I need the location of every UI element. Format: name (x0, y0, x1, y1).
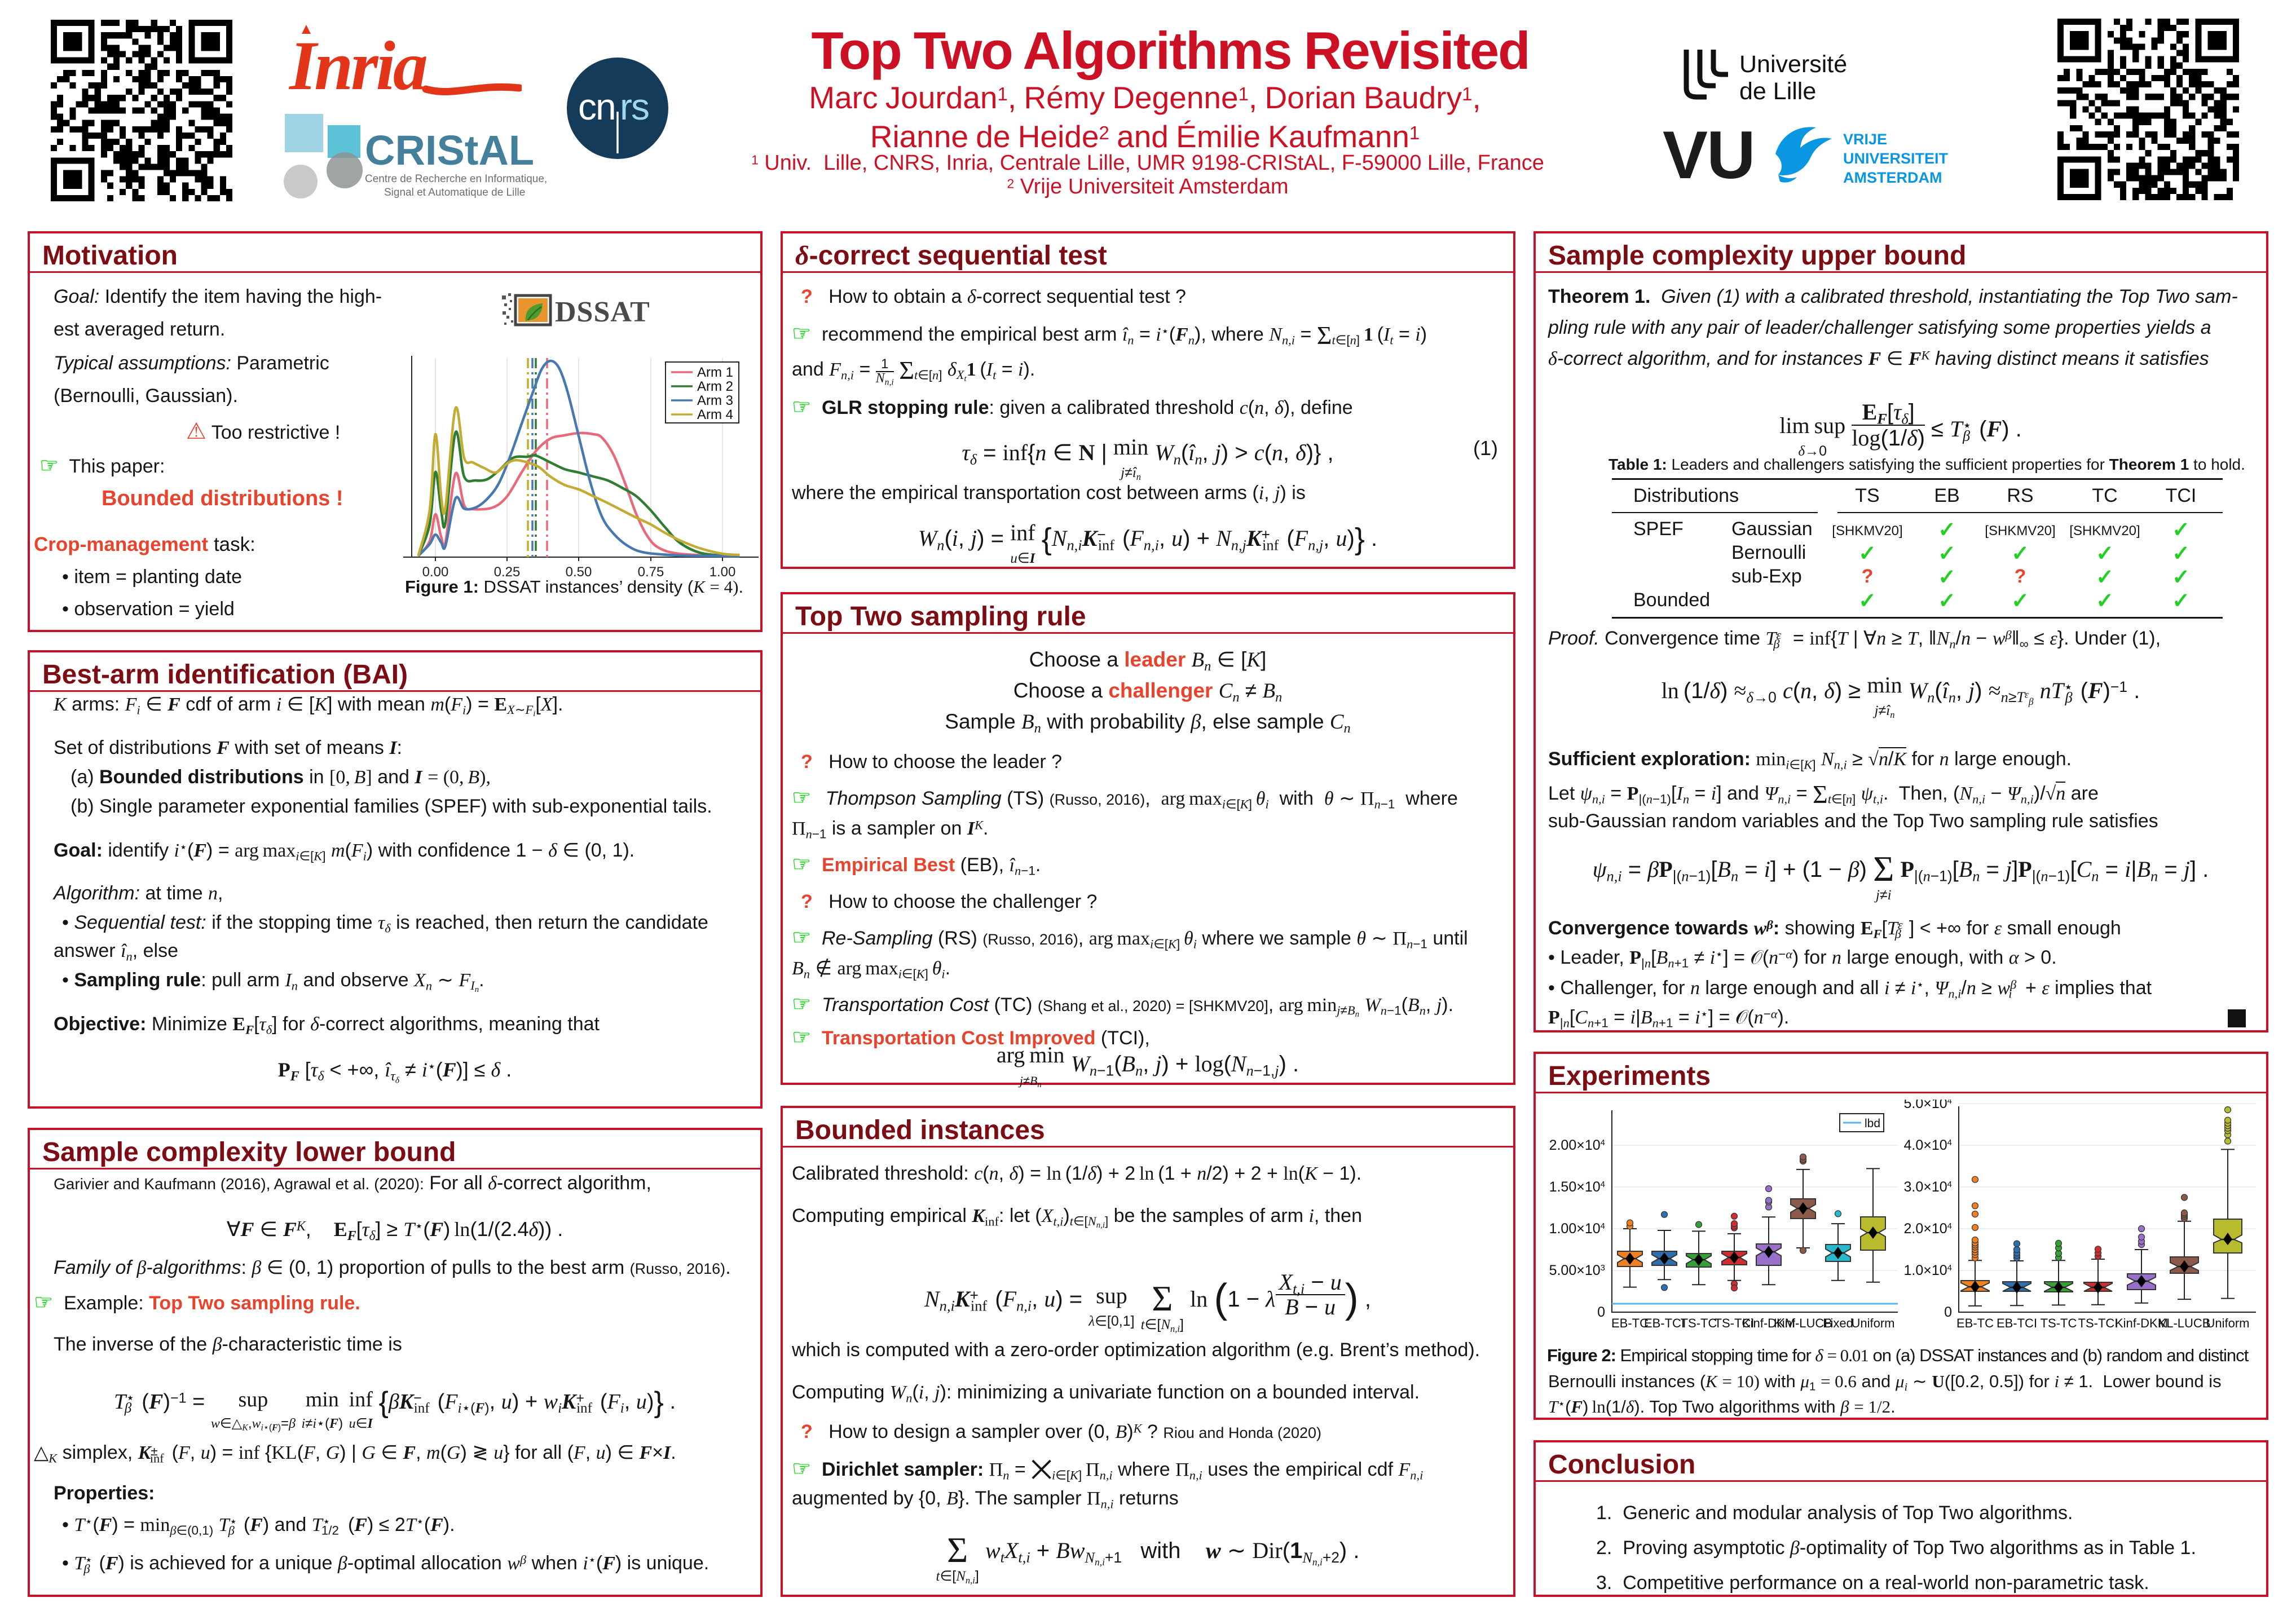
svg-text:TS-TC: TS-TC (2041, 1316, 2077, 1330)
svg-text:1.00: 1.00 (709, 564, 736, 580)
svg-text:Kinf-DKM: Kinf-DKM (1742, 1316, 1795, 1330)
svg-text:5.0×104: 5.0×104 (1903, 1100, 1952, 1111)
svg-text:1.0×104: 1.0×104 (1903, 1263, 1952, 1278)
svg-text:Kinf-LUCB: Kinf-LUCB (1774, 1316, 1832, 1330)
svg-text:Université: Université (1739, 51, 1847, 78)
svg-text:TS-TCI: TS-TCI (1715, 1316, 1755, 1330)
svg-text:0.50: 0.50 (566, 564, 592, 580)
svg-text:KL-LUCB: KL-LUCB (2158, 1316, 2211, 1330)
svg-text:TS-TC: TS-TC (1681, 1316, 1717, 1330)
svg-text:VRIJE: VRIJE (1843, 131, 1887, 148)
svg-text:Arm 1: Arm 1 (697, 365, 733, 380)
svg-text:lbd: lbd (1865, 1117, 1880, 1130)
svg-text:cn: cn (578, 86, 615, 127)
svg-text:0.00: 0.00 (422, 564, 449, 580)
svg-text:Inria: Inria (288, 27, 427, 104)
svg-text:EB-TC: EB-TC (1611, 1316, 1649, 1330)
svg-text:UNIVERSITEIT: UNIVERSITEIT (1843, 150, 1949, 167)
svg-text:DSSAT: DSSAT (555, 296, 650, 328)
svg-text:AMSTERDAM: AMSTERDAM (1843, 169, 1942, 186)
svg-text:Signal et Automatique de Lille: Signal et Automatique de Lille (384, 187, 525, 198)
svg-text:Kinf-DKM: Kinf-DKM (2115, 1316, 2168, 1330)
svg-text:EB-TC: EB-TC (1956, 1316, 1994, 1330)
svg-text:0.25: 0.25 (494, 564, 521, 580)
svg-text:Uniform: Uniform (2206, 1316, 2249, 1330)
svg-text:VU: VU (1663, 123, 1755, 188)
svg-text:5.00×103: 5.00×103 (1549, 1263, 1605, 1278)
svg-text:de Lille: de Lille (1739, 78, 1816, 105)
svg-text:0.75: 0.75 (638, 564, 664, 580)
svg-text:Fixed: Fixed (1823, 1316, 1853, 1330)
svg-text:0: 0 (1597, 1304, 1605, 1320)
svg-text:EB-TCI: EB-TCI (1997, 1316, 2037, 1330)
svg-text:4.0×104: 4.0×104 (1903, 1137, 1952, 1153)
svg-text:Arm 3: Arm 3 (697, 393, 733, 408)
svg-text:2.0×104: 2.0×104 (1903, 1221, 1952, 1237)
svg-text:CRIStAL: CRIStAL (365, 127, 534, 174)
svg-text:Arm 4: Arm 4 (697, 407, 733, 422)
svg-text:TS-TCI: TS-TCI (2078, 1316, 2118, 1330)
svg-text:1.00×104: 1.00×104 (1549, 1221, 1605, 1237)
svg-text:EB-TCI: EB-TCI (1644, 1316, 1685, 1330)
svg-text:2.00×104: 2.00×104 (1549, 1137, 1605, 1153)
svg-text:Uniform: Uniform (1851, 1316, 1894, 1330)
svg-text:rs: rs (620, 86, 649, 127)
svg-text:Centre de Recherche en Informa: Centre de Recherche en Informatique, (365, 173, 547, 185)
svg-text:3.0×104: 3.0×104 (1903, 1179, 1952, 1195)
svg-text:0: 0 (1944, 1304, 1952, 1320)
svg-text:1.50×104: 1.50×104 (1549, 1179, 1605, 1195)
svg-text:Arm 2: Arm 2 (697, 379, 733, 394)
